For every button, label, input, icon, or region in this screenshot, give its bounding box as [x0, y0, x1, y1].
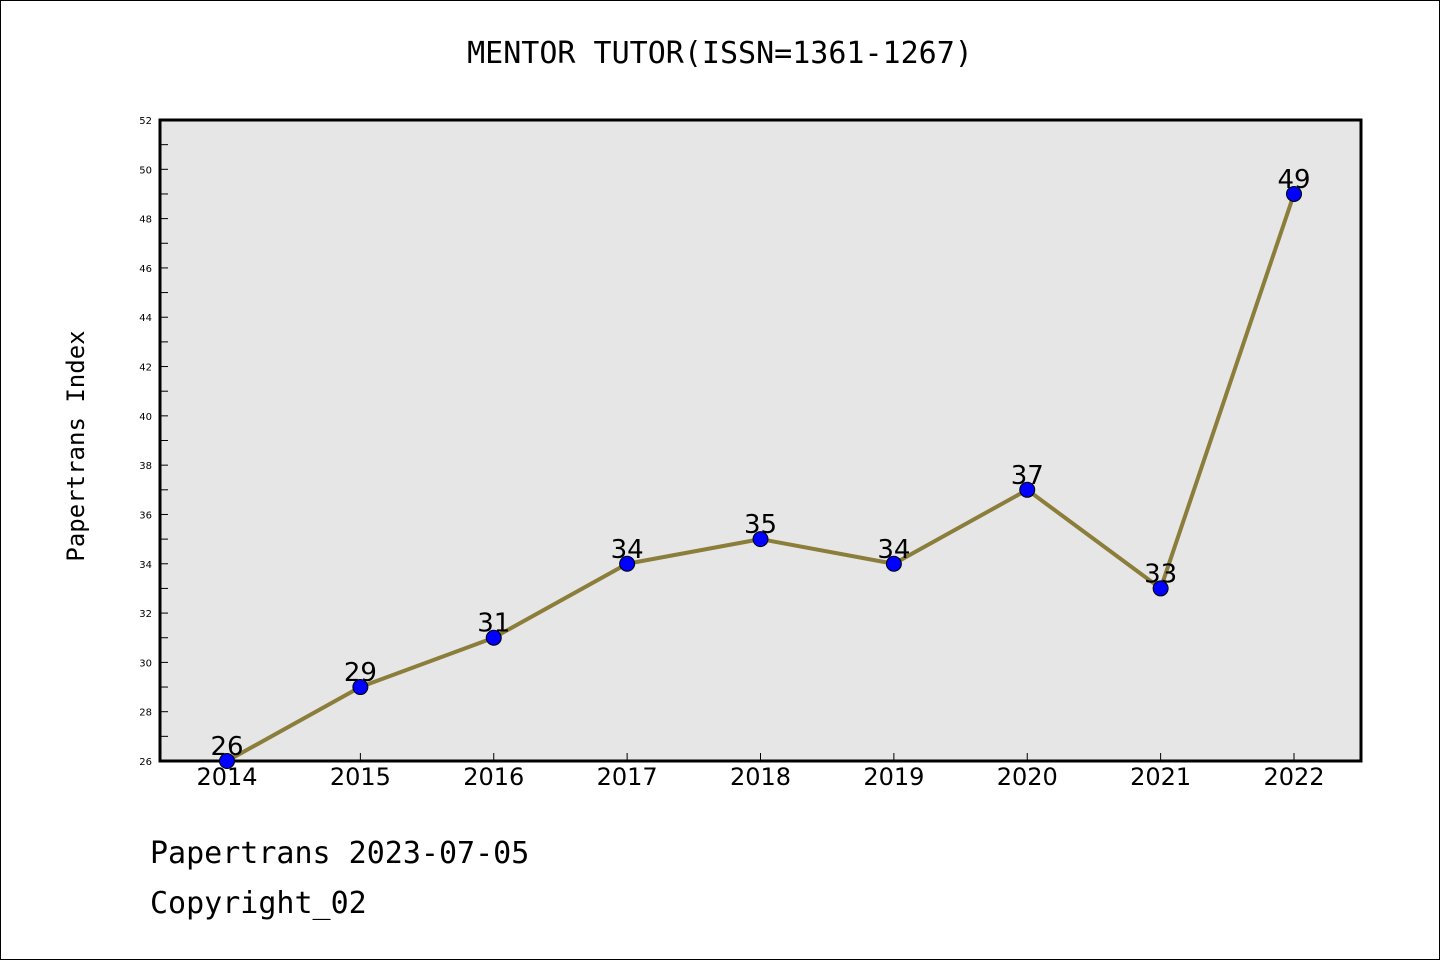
- data-point: [1019, 481, 1036, 498]
- y-tick-label: 34: [139, 560, 152, 571]
- data-label: 33: [1144, 559, 1177, 589]
- x-tick-label: 2018: [730, 763, 791, 791]
- y-tick-label: 40: [139, 412, 152, 423]
- data-label: 49: [1277, 165, 1310, 195]
- y-tick-label: 42: [139, 363, 152, 374]
- data-label: 26: [210, 732, 243, 762]
- x-tick-label: 2015: [330, 763, 391, 791]
- x-tick-label: 2022: [1263, 763, 1324, 791]
- y-tick-label: 30: [139, 658, 152, 669]
- y-tick-label: 50: [139, 165, 152, 176]
- data-label: 34: [611, 535, 644, 565]
- data-point: [1286, 185, 1302, 202]
- x-tick-label: 2019: [863, 763, 924, 791]
- data-label: 35: [744, 510, 777, 540]
- data-point: [619, 555, 636, 572]
- chart-title: MENTOR TUTOR(ISSN=1361-1267): [467, 36, 973, 71]
- data-point: [752, 531, 769, 548]
- y-tick-label: 38: [139, 461, 152, 472]
- data-label: 37: [1011, 461, 1044, 491]
- data-point: [1152, 580, 1169, 597]
- data-label: 29: [344, 658, 377, 688]
- x-tick-label: 2021: [1130, 763, 1191, 791]
- y-tick-label: 52: [139, 116, 152, 127]
- y-tick-label: 44: [139, 313, 152, 324]
- plot-area: [158, 118, 1363, 763]
- data-point: [219, 753, 235, 769]
- y-tick-label: 48: [139, 215, 152, 226]
- x-axis-ticks: 2014 2015 2016 2017 2018 2019 2020 2021 2022: [196, 753, 1325, 791]
- data-label: 31: [477, 609, 510, 639]
- data-label: 34: [877, 535, 910, 565]
- series-group: 26 29 31 34 35 34 37 33 49: [210, 165, 1311, 769]
- x-tick-label: 2016: [463, 763, 524, 791]
- data-point: [885, 555, 902, 572]
- footer-copyright: Copyright_02: [150, 886, 367, 921]
- y-tick-label: 28: [139, 708, 152, 719]
- data-point: [352, 679, 369, 696]
- y-tick-label: 32: [139, 609, 152, 620]
- y-tick-label: 26: [139, 757, 152, 768]
- y-tick-label: 36: [139, 510, 152, 521]
- y-tick-label: 46: [139, 264, 152, 275]
- x-tick-label: 2017: [597, 763, 658, 791]
- y-axis-ticks: 26 28 30 32 34 36 38 40 42 44 46 48 50 52: [139, 116, 168, 768]
- x-tick-label: 2020: [997, 763, 1058, 791]
- footer-source: Papertrans 2023-07-05: [150, 836, 530, 871]
- data-point: [485, 629, 502, 646]
